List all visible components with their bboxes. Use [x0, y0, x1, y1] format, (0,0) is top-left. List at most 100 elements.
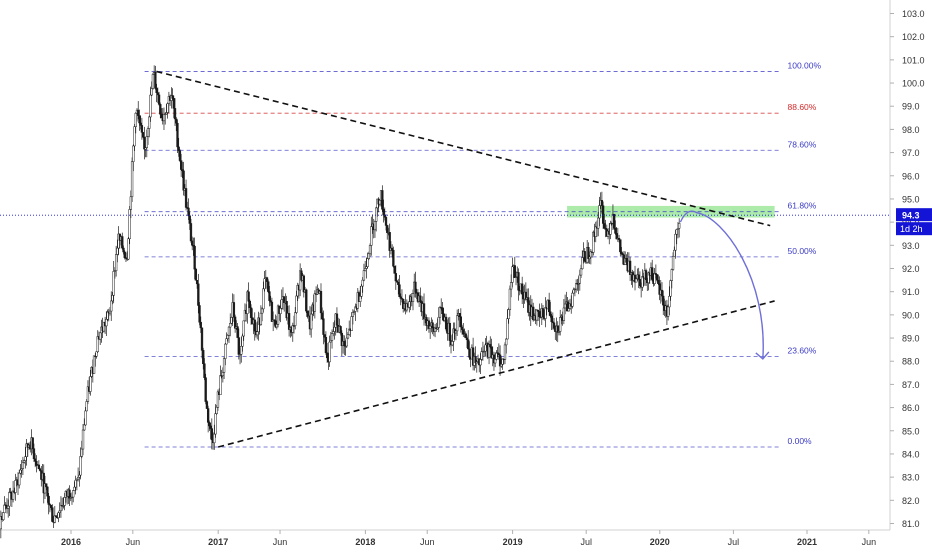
- y-tick-label: 85.0: [902, 426, 920, 436]
- candle-body: [393, 266, 396, 274]
- candle-body: [620, 251, 623, 255]
- candle-body: [370, 226, 373, 246]
- current-price-badge[interactable]: [896, 208, 932, 222]
- candle-body: [325, 352, 329, 359]
- candle-body: [149, 94, 152, 118]
- candle-body: [675, 229, 678, 235]
- candle-body: [47, 495, 50, 505]
- x-tick-label: Jul: [728, 537, 740, 547]
- candle-body: [419, 295, 422, 302]
- candle-body: [209, 425, 212, 429]
- candle-body: [552, 322, 556, 329]
- candle-body: [503, 344, 507, 360]
- candle-body: [549, 311, 552, 317]
- candle-body: [462, 329, 465, 335]
- candle-body: [89, 376, 92, 392]
- candle-body: [110, 300, 113, 312]
- candle-body: [295, 295, 298, 313]
- candle-body: [198, 305, 201, 323]
- candle-body: [22, 460, 26, 463]
- candle-body: [399, 296, 402, 299]
- y-tick-label: 102.0: [902, 32, 925, 42]
- candle-body: [122, 247, 125, 253]
- candle-body: [394, 273, 397, 282]
- candle-body: [139, 122, 142, 126]
- candle-body: [319, 291, 323, 314]
- fib-level-label: 23.60%: [788, 346, 817, 356]
- candle-body: [35, 460, 38, 466]
- candle-body: [441, 307, 444, 315]
- candle-body: [333, 326, 336, 332]
- candle-body: [484, 344, 487, 352]
- candle-body: [541, 308, 545, 317]
- candle-body: [259, 312, 263, 325]
- x-tick-label: Jun: [126, 537, 141, 547]
- candle-body: [287, 313, 291, 330]
- candle-body: [431, 322, 434, 329]
- candle-body: [345, 337, 348, 347]
- candle-body: [92, 355, 96, 374]
- candle-body: [310, 313, 313, 330]
- candle-body: [202, 350, 205, 365]
- candle-body: [188, 215, 191, 224]
- candle-body: [384, 217, 388, 226]
- candle-body: [215, 406, 218, 414]
- candle-body: [458, 313, 461, 317]
- candle-body: [173, 108, 177, 120]
- candle-body: [444, 316, 448, 330]
- y-tick-label: 99.0: [902, 102, 920, 112]
- candle-body: [613, 213, 616, 229]
- candle-body: [32, 448, 36, 460]
- candle-body: [268, 291, 271, 301]
- candle-body: [146, 128, 150, 137]
- candle-body: [203, 363, 206, 378]
- y-tick-label: 101.0: [902, 55, 925, 65]
- candle-body: [34, 458, 37, 462]
- candle-body: [184, 188, 188, 208]
- candle-body: [366, 258, 369, 267]
- candle-body: [112, 271, 115, 296]
- candle-body: [323, 334, 326, 338]
- candle-body: [587, 247, 590, 259]
- candle-body: [171, 95, 174, 99]
- candle-body: [321, 312, 324, 319]
- candle-body: [487, 344, 491, 358]
- candle-body: [451, 341, 454, 346]
- candle-body: [191, 240, 194, 246]
- candle-body: [241, 335, 244, 347]
- y-tick-label: 81.0: [902, 519, 920, 529]
- fib-level-label: 0.00%: [788, 436, 813, 446]
- candle-body: [567, 308, 570, 312]
- candle-body: [559, 317, 562, 332]
- candle-body: [246, 291, 249, 314]
- candle-body: [378, 200, 382, 205]
- candle-body: [678, 223, 681, 229]
- candle-body: [597, 217, 600, 229]
- candle-body: [230, 317, 233, 324]
- candle-body: [603, 223, 606, 229]
- candle-body: [210, 428, 213, 441]
- candle-body: [160, 113, 163, 119]
- candle-body: [660, 289, 664, 297]
- candle-body: [674, 233, 677, 251]
- x-tick-label: 2020: [650, 537, 670, 547]
- current-price-label: 94.3: [902, 211, 920, 221]
- candle-body: [386, 225, 389, 233]
- candle-body: [328, 341, 331, 363]
- candle-body: [562, 307, 566, 321]
- candle-body: [214, 413, 217, 435]
- candle-body: [382, 209, 385, 216]
- candle-body: [507, 309, 510, 319]
- candle-body: [134, 113, 137, 127]
- candle-body: [330, 333, 334, 341]
- candle-body: [479, 359, 482, 366]
- candle-body: [155, 88, 158, 94]
- candle-body: [456, 315, 459, 332]
- candle-body: [583, 251, 586, 262]
- candle-body: [130, 161, 134, 198]
- candle-body: [628, 260, 632, 275]
- candle-body: [199, 321, 202, 329]
- trendline: [217, 300, 775, 448]
